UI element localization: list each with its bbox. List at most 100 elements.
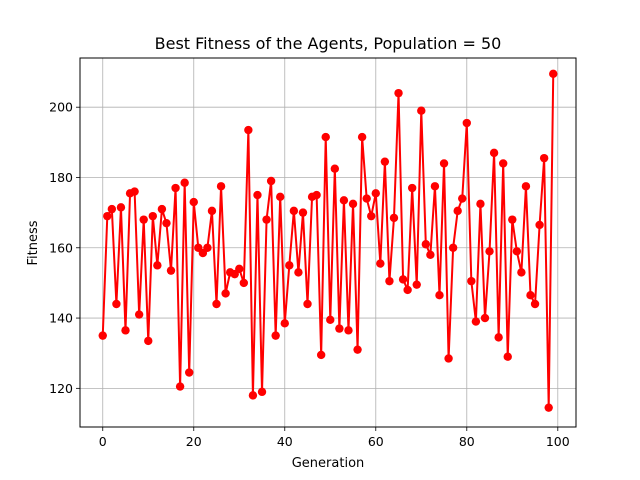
data-point	[535, 220, 544, 230]
data-point	[489, 148, 499, 158]
data-point	[417, 106, 426, 115]
data-point	[453, 206, 462, 216]
data-point	[539, 153, 549, 163]
data-point	[294, 268, 303, 277]
data-point	[385, 276, 394, 286]
data-point	[471, 317, 481, 326]
y-tick-label: 200	[49, 100, 73, 115]
data-point	[467, 276, 476, 286]
data-point	[407, 183, 417, 193]
data-point	[248, 391, 258, 400]
data-point	[162, 218, 171, 228]
data-point	[521, 182, 531, 191]
data-point	[480, 313, 490, 323]
data-point	[444, 354, 453, 363]
chart-title: Best Fitness of the Agents, Population =…	[155, 34, 502, 53]
data-point	[476, 199, 485, 209]
data-point	[430, 182, 440, 191]
x-tick-label: 80	[459, 434, 475, 449]
data-point	[216, 182, 226, 191]
data-point	[367, 211, 376, 221]
data-point	[316, 350, 326, 360]
x-tick-label: 60	[368, 434, 384, 449]
data-point	[112, 299, 121, 309]
data-point	[303, 299, 312, 309]
data-point	[166, 266, 176, 275]
data-point	[266, 176, 276, 186]
data-point	[448, 243, 458, 252]
y-axis: 120 140 160 180 200	[49, 100, 80, 396]
data-point	[458, 194, 467, 203]
data-point	[389, 213, 399, 223]
series-line	[101, 73, 555, 409]
data-point	[530, 299, 540, 309]
data-point	[134, 310, 144, 319]
x-axis: 0 20 40 60 80 100	[99, 427, 570, 449]
data-point	[289, 206, 299, 216]
data-point	[103, 211, 112, 221]
data-point	[171, 183, 180, 193]
x-axis-label: Generation	[292, 456, 365, 471]
x-tick-label: 100	[546, 434, 570, 449]
data-point	[380, 157, 390, 166]
data-point	[185, 368, 194, 377]
data-point	[235, 264, 244, 274]
x-tick-label: 40	[277, 434, 293, 449]
data-point	[526, 291, 535, 300]
data-point	[549, 69, 558, 79]
data-point	[139, 215, 148, 224]
data-point	[312, 190, 321, 200]
data-point	[398, 275, 408, 284]
data-point	[148, 211, 158, 221]
data-point	[462, 118, 471, 128]
data-point	[175, 382, 185, 391]
data-point	[426, 250, 435, 259]
data-point	[517, 268, 526, 277]
data-point	[348, 199, 358, 209]
data-point	[439, 159, 449, 168]
data-point	[244, 125, 253, 135]
data-point	[494, 333, 503, 342]
y-tick-label: 180	[49, 170, 73, 185]
data-point	[512, 247, 522, 256]
data-point	[107, 204, 117, 214]
series-layer	[98, 69, 558, 412]
data-point	[376, 259, 385, 268]
data-point	[544, 403, 553, 412]
data-point	[253, 190, 262, 200]
data-point	[435, 291, 444, 300]
data-point	[121, 326, 130, 335]
data-point	[203, 243, 212, 252]
data-point	[335, 324, 344, 333]
data-point	[330, 164, 340, 173]
data-point	[508, 215, 517, 224]
data-point	[262, 215, 271, 224]
data-point	[353, 345, 362, 354]
y-tick-label: 160	[49, 240, 73, 255]
data-point	[116, 203, 126, 212]
data-point	[130, 187, 139, 196]
data-point	[285, 261, 294, 270]
data-point	[271, 331, 280, 340]
data-point	[298, 208, 308, 217]
data-point	[207, 206, 217, 216]
data-point	[357, 132, 367, 142]
x-tick-label: 0	[99, 434, 107, 449]
data-point	[503, 352, 512, 361]
y-axis-label: Fitness	[26, 220, 41, 265]
plot-frame	[79, 57, 577, 428]
data-point	[280, 319, 289, 328]
data-point	[485, 247, 494, 256]
data-point	[498, 159, 508, 168]
data-point	[221, 289, 230, 298]
data-point	[403, 285, 412, 295]
data-point	[421, 240, 431, 249]
data-point	[212, 299, 221, 309]
data-point	[394, 88, 403, 98]
data-point	[180, 178, 189, 187]
data-point	[276, 192, 285, 202]
data-point	[157, 204, 167, 214]
data-point	[239, 278, 249, 288]
